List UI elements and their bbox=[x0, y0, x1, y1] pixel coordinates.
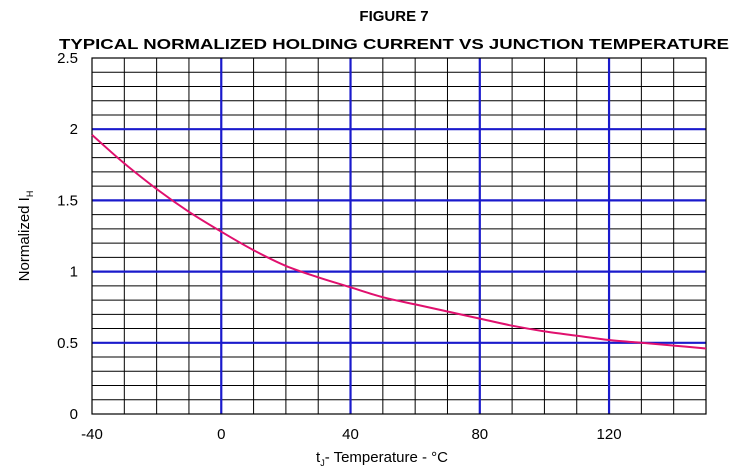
x-axis-label-main: t bbox=[316, 449, 321, 466]
major-grid bbox=[92, 58, 706, 414]
x-axis-label-rest: - Temperature - °C bbox=[325, 449, 448, 466]
figure-label: FIGURE 7 bbox=[359, 8, 428, 25]
x-tick-labels: -40 0 40 80 120 bbox=[81, 426, 621, 443]
x-tick-label: 0 bbox=[217, 426, 225, 443]
x-tick-label: -40 bbox=[81, 426, 103, 443]
holding-current-curve bbox=[91, 134, 707, 350]
x-axis-label: tJ- Temperature - °C bbox=[316, 449, 448, 468]
y-tick-label: 2.5 bbox=[57, 50, 78, 67]
y-tick-label: 1.5 bbox=[57, 192, 78, 209]
x-tick-label: 80 bbox=[471, 426, 488, 443]
y-tick-label: 0 bbox=[70, 406, 78, 423]
x-tick-label: 40 bbox=[342, 426, 359, 443]
y-tick-label: 0.5 bbox=[57, 335, 78, 352]
plot-frame bbox=[91, 57, 707, 415]
y-tick-labels: 0 0.5 1 1.5 2 2.5 bbox=[57, 50, 78, 423]
x-tick-label: 120 bbox=[597, 426, 622, 443]
y-axis-label-subscript: H bbox=[25, 191, 35, 198]
y-tick-label: 1 bbox=[70, 264, 78, 281]
chart-title: TYPICAL NORMALIZED HOLDING CURRENT VS JU… bbox=[59, 36, 729, 53]
y-axis-label: Normalized IH bbox=[16, 191, 35, 282]
x-axis-label-subscript: J bbox=[320, 458, 325, 468]
y-axis-label-main: Normalized I bbox=[16, 197, 33, 281]
y-tick-label: 2 bbox=[70, 121, 78, 138]
minor-grid bbox=[92, 58, 706, 414]
